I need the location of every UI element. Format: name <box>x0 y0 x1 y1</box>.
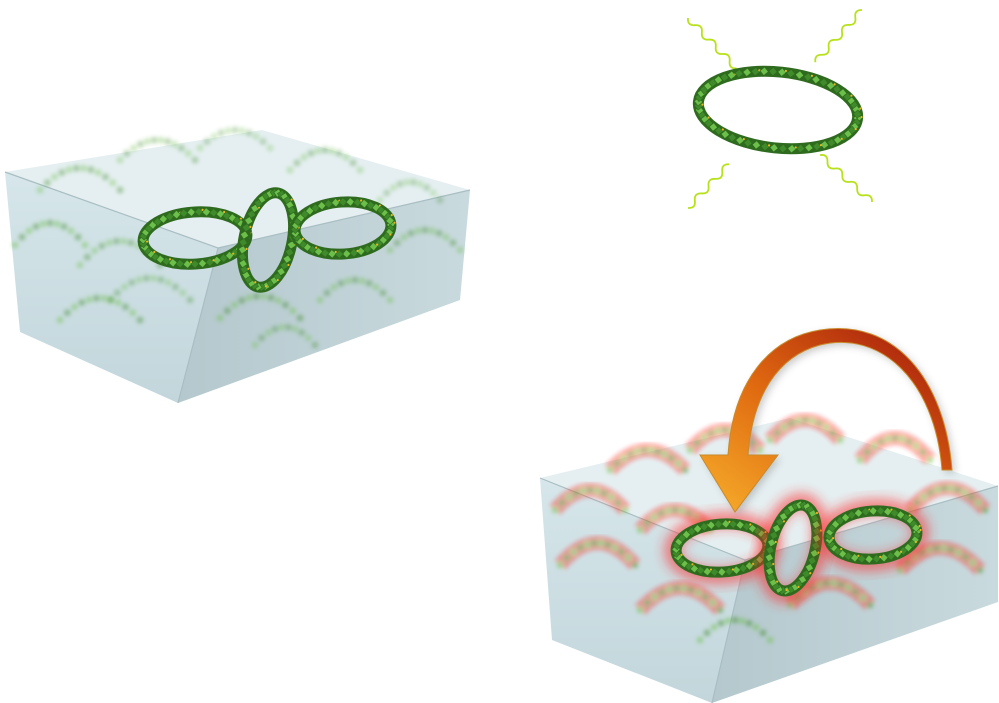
wavy-ligand <box>687 17 737 70</box>
embedded-chain <box>604 443 691 475</box>
polyoxometalate-ring-icon <box>692 65 864 155</box>
embedded-chain <box>549 483 631 515</box>
right-ring-2 <box>757 493 829 603</box>
embedded-chain <box>116 136 199 164</box>
curved-arrow-icon <box>699 328 955 515</box>
left-slab-front-face <box>5 172 218 403</box>
embedded-chain <box>11 219 89 249</box>
left-host-matrix-slab <box>4 126 471 404</box>
embedded-chain <box>854 431 936 465</box>
right-slab-vertical-edge <box>711 559 746 703</box>
embedded-chain <box>554 536 641 570</box>
embedded-chain <box>904 481 991 515</box>
embedded-chain <box>106 274 194 304</box>
free-ring-cluster <box>687 9 873 209</box>
wavy-ligand <box>819 154 873 203</box>
wavy-ligand <box>687 163 730 209</box>
left-ring-trio <box>137 187 397 293</box>
embedded-chain <box>216 292 304 322</box>
embedded-chain <box>696 616 774 644</box>
free-ring <box>692 65 864 155</box>
embedded-chain <box>386 226 464 254</box>
left-slab-vertical-edge <box>177 247 219 404</box>
embedded-chain <box>316 276 394 304</box>
left-embedded-chains <box>11 126 464 349</box>
curved-arrow-body <box>699 328 953 513</box>
right-slab-front-face <box>540 478 745 703</box>
right-host-matrix-slab <box>539 413 999 703</box>
embedded-chain <box>634 581 726 615</box>
embedded-chain <box>196 126 274 152</box>
wavy-ligand-icon <box>687 9 873 209</box>
embedded-chain <box>764 413 846 445</box>
right-ring-3 <box>817 498 929 572</box>
embedded-chain <box>36 164 124 194</box>
embedded-chain <box>286 146 364 174</box>
left-ring-2 <box>236 187 300 293</box>
embedded-chain <box>376 179 444 204</box>
wavy-ligand <box>814 9 863 63</box>
right-ring-trio <box>664 493 929 603</box>
embedded-chain <box>251 324 319 349</box>
left-ring-3 <box>289 196 397 260</box>
